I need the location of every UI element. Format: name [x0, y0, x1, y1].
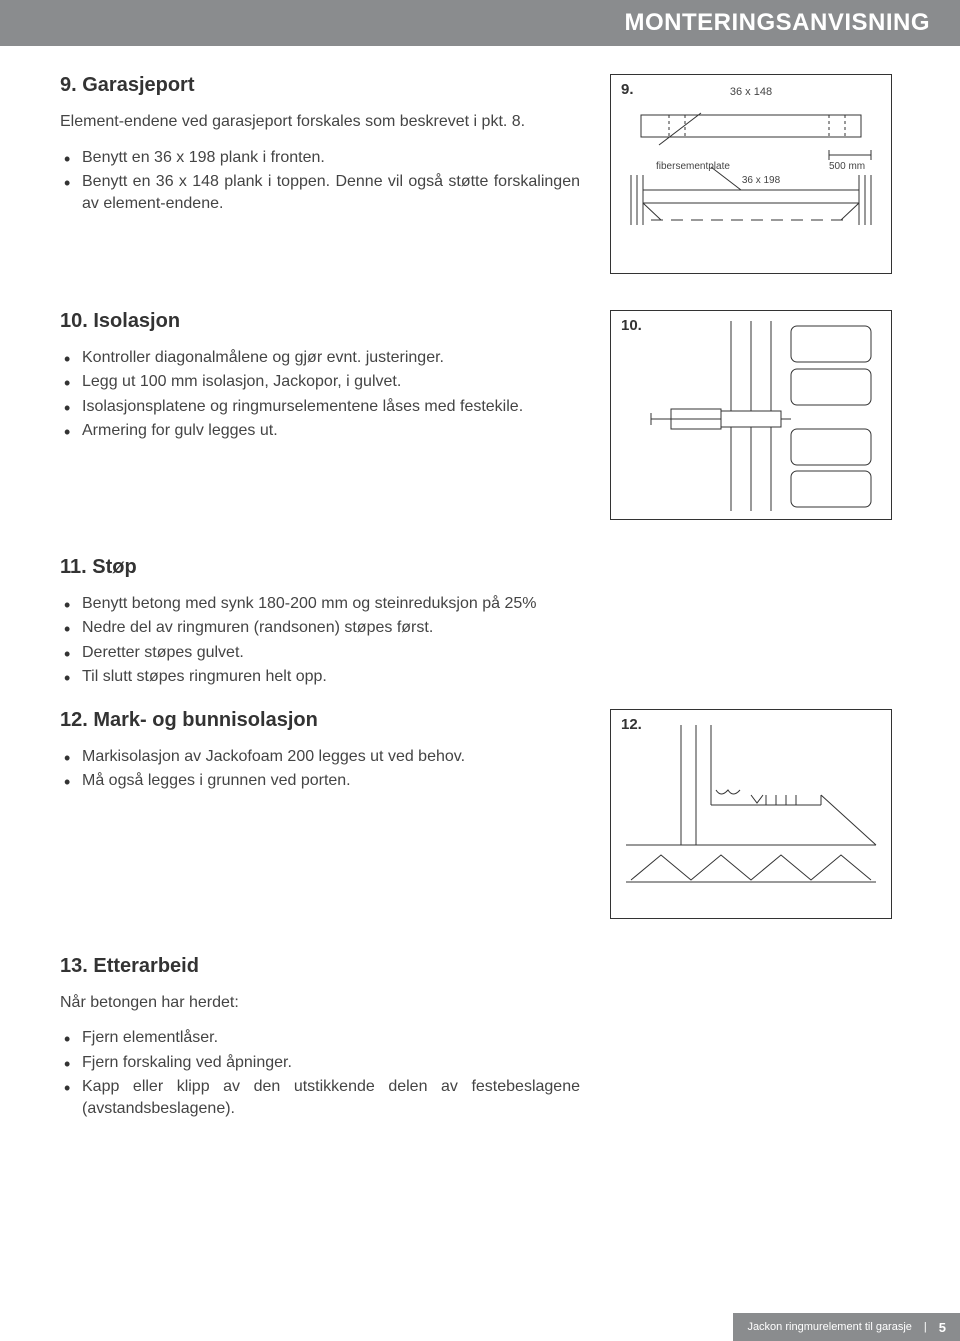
section-11-list: Benytt betong med synk 180-200 mm og ste…: [60, 593, 580, 689]
list-item: Nedre del av ringmuren (randsonen) støpe…: [60, 617, 580, 639]
section-10: 10. Isolasjon Kontroller diagonalmålene …: [60, 310, 580, 520]
figure-9-diagram: 36 x 148 fibersementplate 500 mm 36 x 19…: [611, 75, 891, 275]
fig9-dim-bottom: 36 x 198: [742, 175, 781, 186]
section-9-heading: 9. Garasjeport: [60, 74, 580, 97]
section-13-list: Fjern elementlåser. Fjern forskaling ved…: [60, 1027, 580, 1121]
list-item: Benytt en 36 x 148 plank i toppen. Denne…: [60, 171, 580, 216]
footer-page-number: 5: [939, 1320, 946, 1335]
section-13-intro: Når betongen har herdet:: [60, 992, 580, 1014]
figure-9: 9.: [610, 74, 892, 274]
list-item: Benytt en 36 x 198 plank i fronten.: [60, 147, 580, 169]
section-12: 12. Mark- og bunnisolasjon Markisolasjon…: [60, 709, 580, 919]
section-9-intro: Element-endene ved garasjeport forskales…: [60, 111, 580, 133]
list-item: Benytt betong med synk 180-200 mm og ste…: [60, 593, 580, 615]
section-9-list: Benytt en 36 x 198 plank i fronten. Beny…: [60, 147, 580, 216]
section-9: 9. Garasjeport Element-endene ved garasj…: [60, 74, 580, 274]
list-item: Fjern forskaling ved åpninger.: [60, 1052, 580, 1074]
list-item: Fjern elementlåser.: [60, 1027, 580, 1049]
page-header-title: MONTERINGSANVISNING: [624, 9, 930, 37]
figure-12-label: 12.: [621, 716, 642, 733]
section-13: 13. Etterarbeid Når betongen har herdet:…: [60, 955, 580, 1123]
list-item: Kapp eller klipp av den utstikkende dele…: [60, 1076, 580, 1121]
list-item: Armering for gulv legges ut.: [60, 420, 580, 442]
section-10-heading: 10. Isolasjon: [60, 310, 580, 333]
section-12-list: Markisolasjon av Jackofoam 200 legges ut…: [60, 746, 580, 793]
page-header: MONTERINGSANVISNING: [0, 0, 960, 46]
figure-9-label: 9.: [621, 81, 634, 98]
section-12-heading: 12. Mark- og bunnisolasjon: [60, 709, 580, 732]
fig9-label-left: fibersementplate: [656, 161, 730, 172]
figure-10-diagram: [611, 311, 891, 521]
footer-text: Jackon ringmurelement til garasje: [747, 1321, 911, 1333]
section-10-list: Kontroller diagonalmålene og gjør evnt. …: [60, 347, 580, 443]
figure-10-label: 10.: [621, 317, 642, 334]
list-item: Markisolasjon av Jackofoam 200 legges ut…: [60, 746, 580, 768]
section-13-heading: 13. Etterarbeid: [60, 955, 580, 978]
section-11-heading: 11. Støp: [60, 556, 580, 579]
list-item: Isolasjonsplatene og ringmurselementene …: [60, 396, 580, 418]
section-11: 11. Støp Benytt betong med synk 180-200 …: [60, 556, 580, 691]
list-item: Til slutt støpes ringmuren helt opp.: [60, 666, 580, 688]
list-item: Deretter støpes gulvet.: [60, 642, 580, 664]
page-content: 9. Garasjeport Element-endene ved garasj…: [0, 46, 960, 1123]
fig9-dim-top: 36 x 148: [730, 86, 772, 98]
list-item: Må også legges i grunnen ved porten.: [60, 770, 580, 792]
figure-12: 12.: [610, 709, 892, 919]
figure-12-diagram: [611, 710, 891, 920]
figure-10: 10.: [610, 310, 892, 520]
list-item: Legg ut 100 mm isolasjon, Jackopor, i gu…: [60, 371, 580, 393]
list-item: Kontroller diagonalmålene og gjør evnt. …: [60, 347, 580, 369]
fig9-dim-right: 500 mm: [829, 161, 865, 172]
footer-divider: |: [924, 1321, 927, 1333]
page-footer: Jackon ringmurelement til garasje | 5: [0, 1313, 960, 1341]
